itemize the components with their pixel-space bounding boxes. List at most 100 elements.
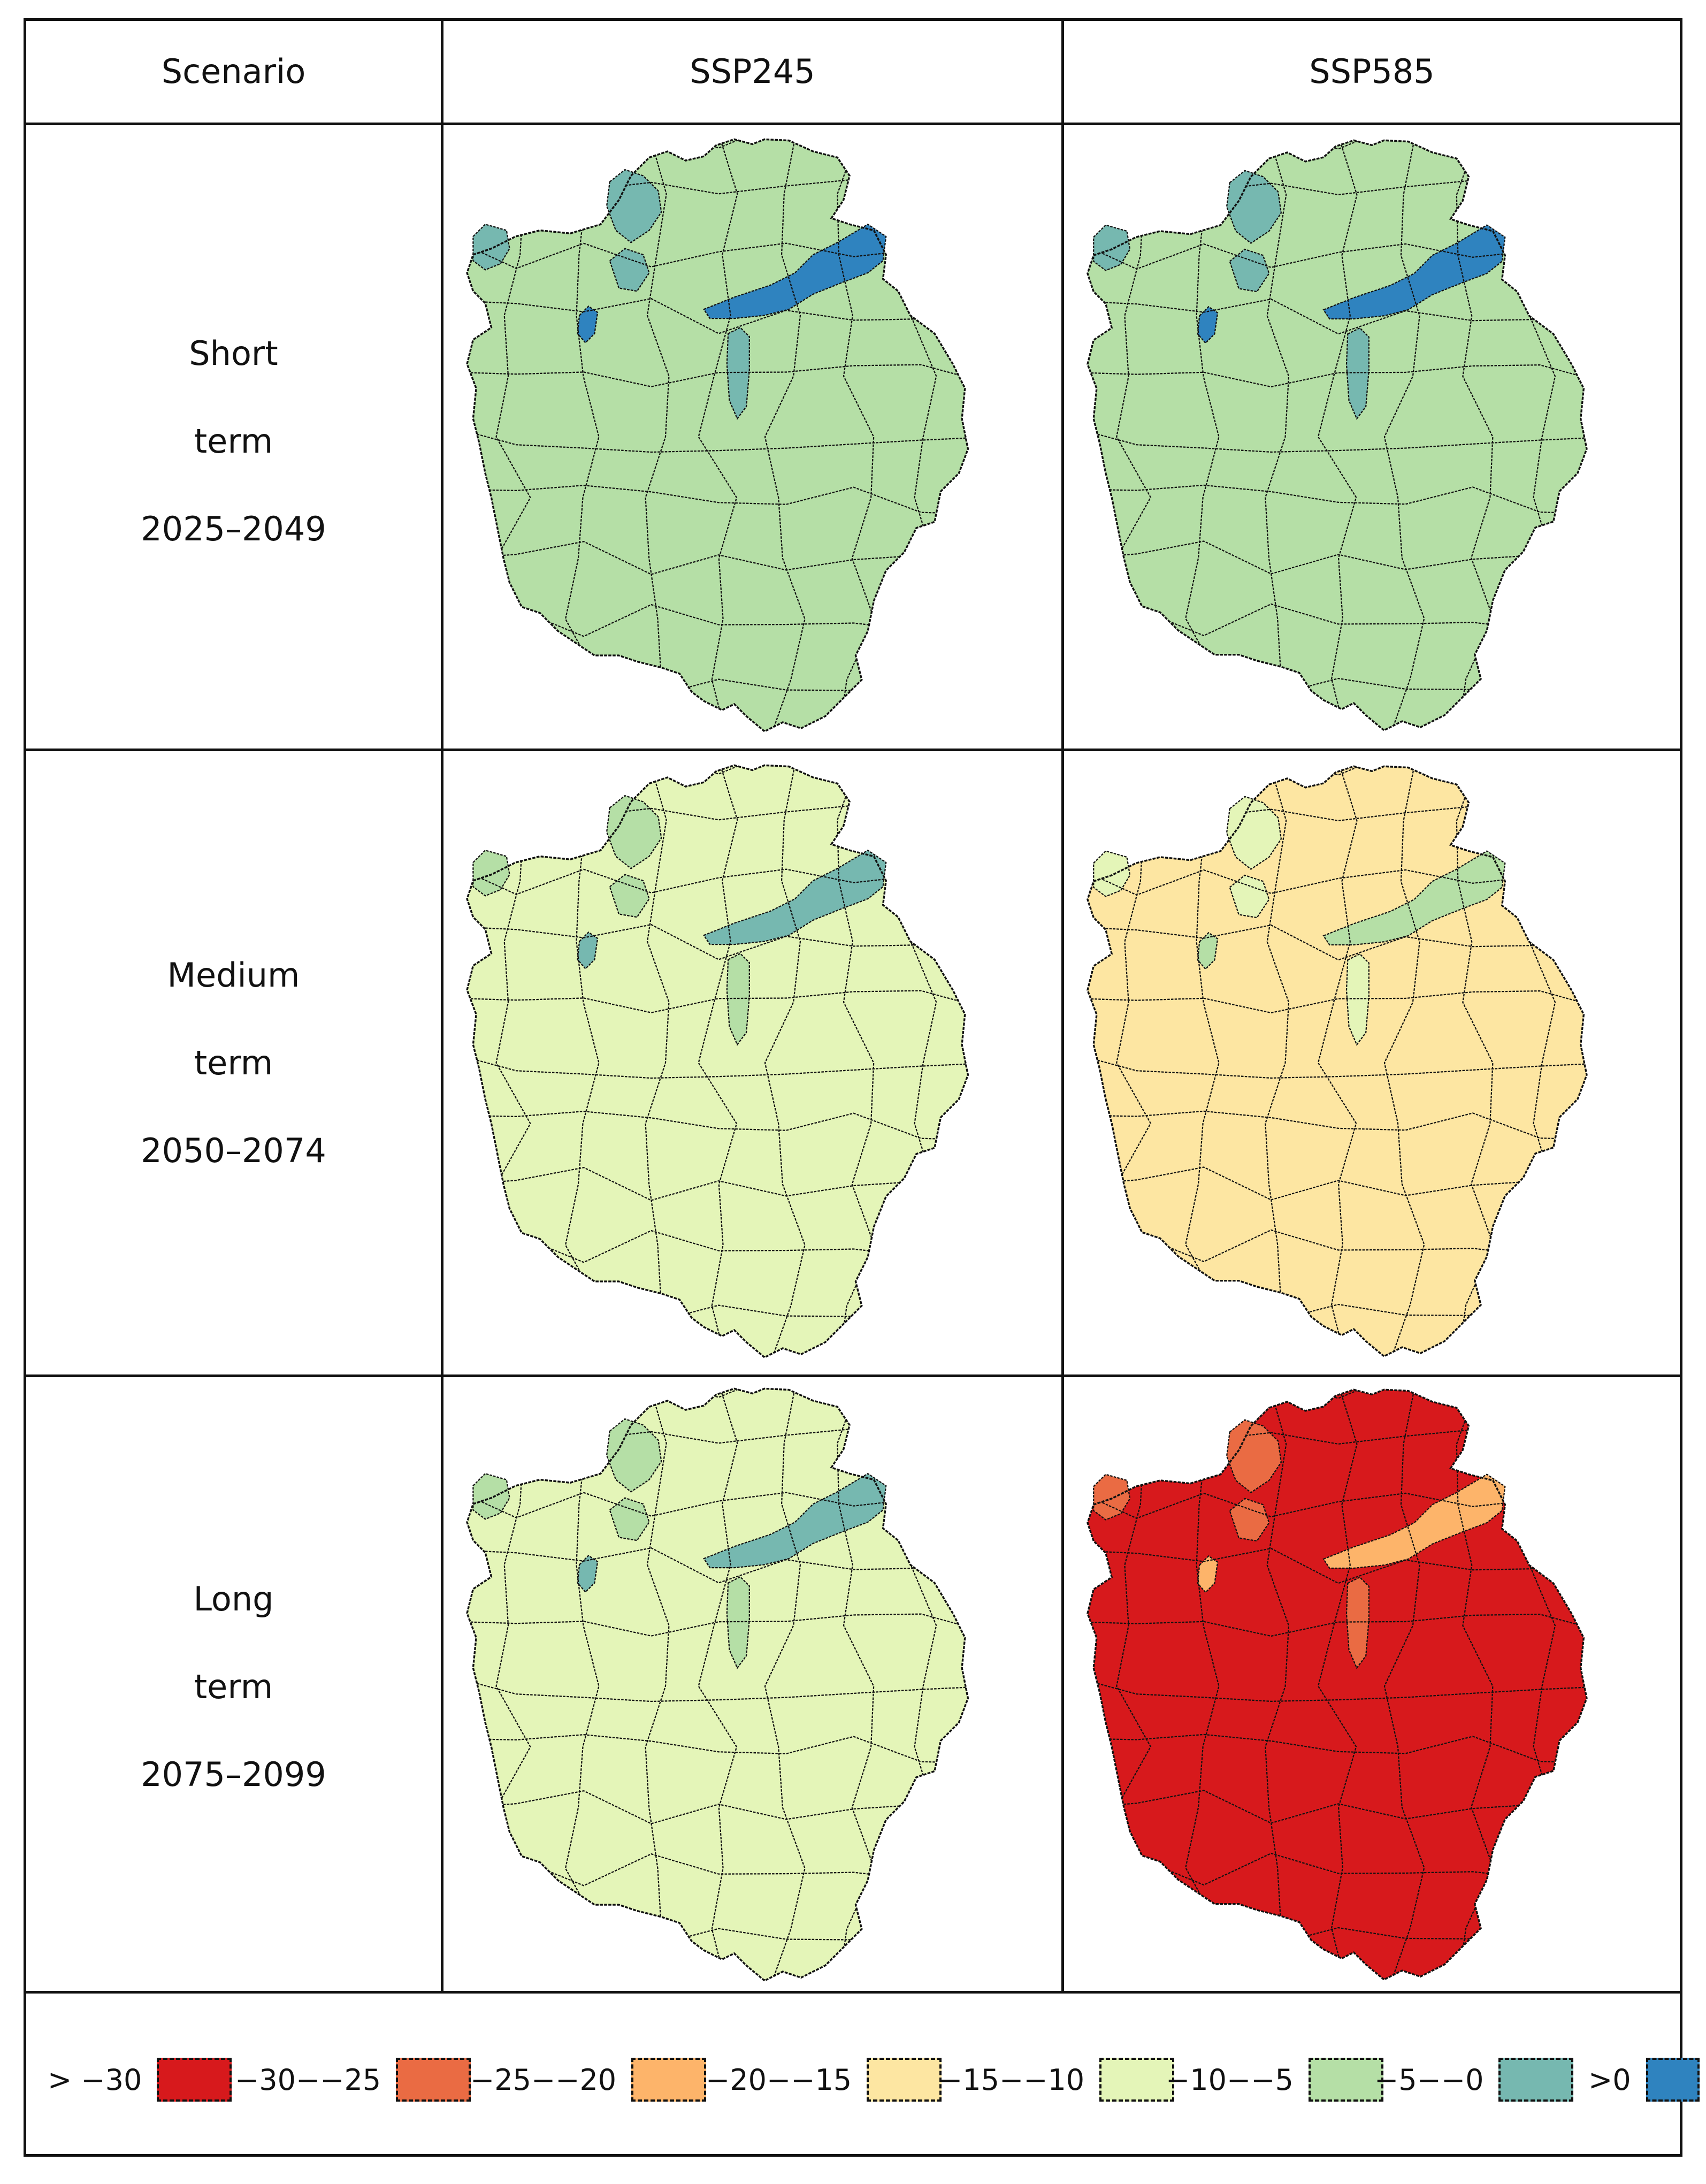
subbasin-small bbox=[1197, 306, 1219, 344]
row-name: Long bbox=[193, 1579, 274, 1618]
legend-label: −30−−25 bbox=[235, 2063, 381, 2097]
legend-swatch bbox=[867, 2058, 942, 2102]
subbasin-boundary bbox=[1087, 986, 1587, 1014]
subbasin-boundary bbox=[1586, 140, 1587, 731]
subbasin-boundary bbox=[495, 1388, 533, 1981]
subbasin-boundary bbox=[1087, 1347, 1587, 1357]
legend-label: −25−−20 bbox=[470, 2063, 617, 2097]
subbasin-river-band bbox=[1322, 224, 1506, 320]
map-medium-ssp585 bbox=[1087, 760, 1674, 1365]
subbasin-boundary bbox=[1586, 766, 1587, 1357]
subbasin-boundary bbox=[564, 139, 605, 731]
subbasin-boundary bbox=[467, 986, 968, 1013]
subbasin-boundary bbox=[467, 426, 968, 455]
subbasin-boundary bbox=[467, 1052, 968, 1081]
subbasin-south-strip bbox=[1345, 327, 1370, 420]
map-long-ssp585 bbox=[1087, 1384, 1674, 1989]
legend-item: > −30 bbox=[48, 2058, 232, 2102]
map-long-ssp245 bbox=[466, 1383, 1056, 1990]
subbasin-boundary bbox=[467, 1910, 968, 1948]
subbasin-north-2 bbox=[609, 1497, 650, 1541]
subbasin-west bbox=[472, 1472, 510, 1520]
row-name: Short bbox=[189, 334, 278, 373]
map-short-ssp585 bbox=[1087, 134, 1674, 739]
row-label-medium: Medium term 2050–2074 bbox=[26, 931, 441, 1195]
subbasin-boundary bbox=[467, 1675, 968, 1704]
subbasin-river-band bbox=[702, 223, 887, 319]
subbasin-north bbox=[1226, 170, 1282, 244]
row-label-long: Long term 2075–2099 bbox=[26, 1555, 441, 1819]
subbasin-north-2 bbox=[1229, 874, 1270, 919]
row-period: 2050–2074 bbox=[141, 1131, 326, 1170]
subbasin-boundary bbox=[1087, 1286, 1587, 1324]
basin-outline bbox=[1087, 139, 1588, 732]
legend-label: >0 bbox=[1588, 2063, 1631, 2097]
scenario-header: Scenario bbox=[161, 52, 306, 91]
subbasin-north bbox=[606, 795, 662, 869]
basin-outline bbox=[1087, 1388, 1588, 1981]
subbasin-west bbox=[1093, 850, 1131, 897]
subbasin-boundary bbox=[1656, 1384, 1674, 1989]
subbasin-boundary bbox=[764, 765, 806, 1357]
subbasin-boundary bbox=[967, 765, 968, 1357]
subbasin-south-strip bbox=[726, 952, 750, 1046]
row-divider-2 bbox=[26, 1374, 1680, 1377]
basin-outline bbox=[466, 1387, 969, 1982]
basin-fill bbox=[467, 1388, 968, 1981]
subbasin-boundary bbox=[467, 139, 469, 731]
legend-swatch bbox=[1498, 2058, 1574, 2102]
subbasin-boundary bbox=[1265, 140, 1290, 731]
subbasin-river-band bbox=[702, 1472, 887, 1569]
subbasin-boundary bbox=[1087, 766, 1090, 1357]
subbasin-boundary bbox=[1115, 140, 1153, 731]
subbasin-boundary bbox=[1656, 760, 1674, 1365]
subbasin-north bbox=[606, 1418, 662, 1493]
subbasin-boundary bbox=[495, 765, 533, 1357]
subbasin-boundary bbox=[1383, 1389, 1425, 1980]
subbasin-boundary bbox=[495, 139, 533, 731]
subbasin-west bbox=[1093, 224, 1131, 271]
basin-fill bbox=[1087, 1389, 1587, 1980]
legend-item: −25−−20 bbox=[470, 2058, 707, 2102]
subbasin-north-2 bbox=[1229, 1498, 1270, 1542]
subbasin-boundary bbox=[1185, 1389, 1225, 1980]
subbasin-north bbox=[1226, 1419, 1282, 1493]
column-divider-1 bbox=[441, 21, 443, 1991]
subbasin-boundary bbox=[1037, 133, 1056, 740]
subbasin-boundary bbox=[698, 139, 738, 731]
subbasin-boundary bbox=[1656, 134, 1674, 739]
subbasin-boundary bbox=[1087, 1909, 1587, 1947]
subbasin-boundary bbox=[1265, 1389, 1290, 1980]
subbasin-boundary bbox=[1037, 1383, 1056, 1990]
subbasin-boundary bbox=[1383, 766, 1425, 1357]
subbasin-boundary bbox=[1317, 1389, 1358, 1980]
subbasin-boundary bbox=[1317, 766, 1358, 1357]
subbasin-boundary bbox=[645, 139, 670, 731]
subbasin-west bbox=[472, 223, 510, 271]
subbasin-boundary bbox=[764, 1388, 806, 1981]
subbasin-north-2 bbox=[609, 248, 650, 292]
row-term: term bbox=[194, 1667, 273, 1706]
basin-outline bbox=[1087, 765, 1588, 1358]
legend-item: −30−−25 bbox=[235, 2058, 471, 2102]
subbasin-west bbox=[1093, 1473, 1131, 1521]
subbasin-boundary bbox=[1087, 660, 1587, 698]
subbasin-small bbox=[1197, 1555, 1219, 1593]
row-label-short: Short term 2025–2049 bbox=[26, 310, 441, 573]
subbasin-boundary bbox=[1087, 1609, 1587, 1637]
subbasin-river-band bbox=[1322, 850, 1506, 946]
legend-item: −10−−5 bbox=[1166, 2058, 1383, 2102]
legend: > −30 −30−−25 −25−−20 −20−−15 −15−−10 −1… bbox=[24, 1994, 1700, 2157]
subbasin-boundary bbox=[1265, 766, 1290, 1357]
subbasin-boundary bbox=[467, 1287, 968, 1324]
subbasin-boundary bbox=[1087, 1675, 1587, 1704]
subbasin-boundary bbox=[1087, 1970, 1587, 1980]
basin-fill bbox=[467, 139, 968, 731]
subbasin-boundary bbox=[1115, 1389, 1153, 1980]
subbasin-boundary bbox=[764, 139, 806, 731]
basin-outline bbox=[466, 764, 969, 1358]
subbasin-boundary bbox=[467, 360, 968, 387]
subbasin-boundary bbox=[1317, 140, 1358, 731]
subbasin-boundary bbox=[467, 1388, 469, 1981]
legend-label: −15−−10 bbox=[938, 2063, 1085, 2097]
